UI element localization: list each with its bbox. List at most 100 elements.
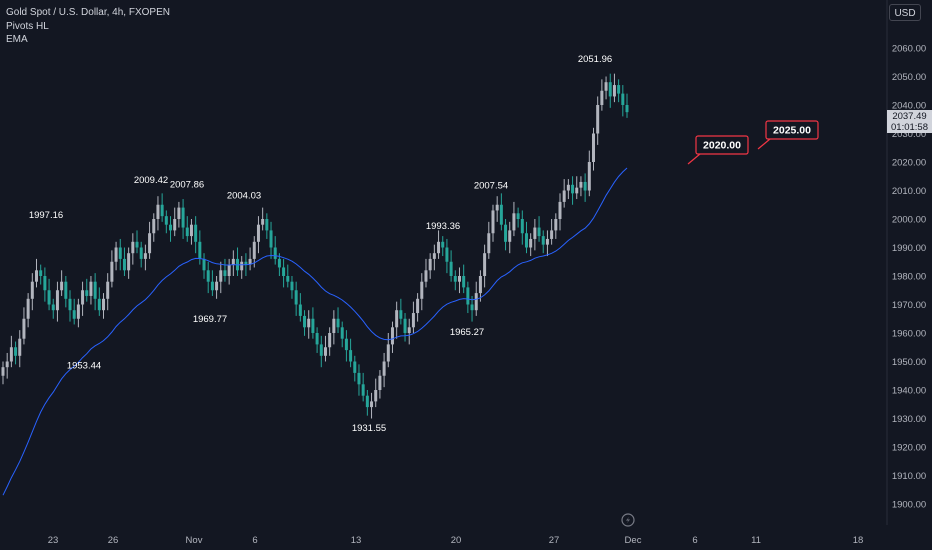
candle-body (43, 276, 47, 291)
time-tick-label: 27 (549, 535, 560, 546)
candle-body (474, 293, 478, 311)
candle-body (131, 241, 135, 254)
candle-body (600, 90, 604, 105)
price-tick-label: 2050.00 (892, 72, 926, 83)
candle-body (487, 233, 491, 254)
candle-body (72, 310, 76, 319)
indicator-pivots[interactable]: Pivots HL (6, 20, 49, 32)
candle-body (483, 253, 487, 276)
candle-body (1, 367, 5, 376)
candle-body (148, 233, 152, 254)
candle-body (504, 224, 508, 242)
candle-body (612, 85, 616, 97)
candle-body (340, 327, 344, 339)
candle-body (357, 372, 361, 385)
price-axis[interactable]: 1900.00 1910.00 1920.00 1930.00 1940.00 1950.… (892, 44, 926, 511)
pivot-label: 1997.16 (29, 210, 63, 221)
pivot-label: 2009.42 (134, 175, 168, 186)
candle-body (248, 258, 252, 265)
candle-body (596, 105, 600, 134)
candle-body (319, 344, 323, 356)
candle-body (424, 270, 428, 282)
candle-body (240, 261, 244, 271)
candle-body (231, 258, 235, 265)
candle-body (625, 105, 629, 113)
candle-body (152, 219, 156, 234)
alert-box[interactable] (695, 135, 749, 155)
candle-body (395, 310, 399, 328)
candle-body (198, 241, 202, 259)
time-tick-label: 13 (351, 535, 362, 546)
alert-label: 2025.00 (773, 125, 811, 137)
candle-body (189, 224, 193, 237)
candle-body (378, 375, 382, 390)
candle-body (139, 247, 143, 259)
alert-box[interactable] (765, 120, 819, 140)
candle-body (14, 347, 18, 356)
indicator-ema[interactable]: EMA (6, 34, 28, 45)
candle-body (68, 298, 72, 311)
currency-button[interactable]: USD (889, 4, 921, 21)
candle-body (386, 344, 390, 362)
time-tick-label: 6 (252, 535, 257, 546)
candle-body (512, 213, 516, 231)
candle-body (18, 338, 22, 356)
candle-body (39, 270, 43, 276)
candle-body (462, 276, 466, 288)
candle-body (323, 347, 327, 356)
time-tick-label: 18 (853, 535, 864, 546)
candle-body (177, 207, 181, 219)
candle-body (156, 204, 160, 219)
price-tick-label: 2040.00 (892, 101, 926, 112)
candle-body (252, 241, 256, 259)
price-tick-label: 1970.00 (892, 300, 926, 311)
candle-body (449, 261, 453, 276)
candle-body (533, 227, 537, 239)
pivot-label: 1931.55 (352, 423, 386, 434)
pivot-label: 1965.27 (450, 327, 484, 338)
candle-body (524, 233, 528, 248)
candle-body (273, 247, 277, 259)
candle-body (294, 290, 298, 305)
candle-body (261, 219, 265, 225)
price-alert[interactable]: 2025.00 (757, 120, 819, 150)
candle-body (566, 184, 570, 191)
candle-body (466, 287, 470, 305)
candle-body (608, 82, 612, 97)
candle-body (349, 350, 353, 362)
price-tick-label: 1930.00 (892, 414, 926, 425)
time-axis[interactable]: 23 26 Nov 6 13 20 27 Dec 6 11 18 (48, 535, 864, 546)
alerts-layer[interactable]: 2020.00 2025.00 (687, 120, 819, 165)
candle-body (219, 270, 223, 282)
candle-body (97, 298, 101, 311)
symbol-title[interactable]: Gold Spot / U.S. Dollar, 4h, FXOPEN (6, 7, 170, 18)
candle-body (604, 82, 608, 91)
candle-body (437, 241, 441, 254)
price-alert[interactable]: 2020.00 (687, 135, 749, 165)
candle-body (307, 318, 311, 328)
candle-body (428, 258, 432, 271)
candle-body (55, 290, 59, 311)
candle-body (102, 298, 106, 311)
candle-body (118, 247, 122, 259)
candle-body (420, 281, 424, 299)
pivot-label: 2007.54 (474, 181, 508, 192)
candle-body (143, 253, 147, 259)
replay-icon[interactable] (621, 513, 635, 527)
candle-body (571, 184, 575, 194)
candle-body (445, 247, 449, 262)
candle-body (432, 253, 436, 259)
price-tick-label: 1990.00 (892, 243, 926, 254)
candle-body (110, 261, 114, 282)
candle-body (370, 401, 374, 408)
candle-body (76, 304, 80, 319)
ema-line (2, 167, 628, 496)
candle-body (617, 85, 621, 94)
candle-body (277, 258, 281, 268)
candle-body (47, 290, 51, 305)
last-price-tag: 2037.49 01:01:58 (887, 110, 932, 133)
pivot-label: 1993.36 (426, 221, 460, 232)
candle-body (164, 216, 168, 225)
